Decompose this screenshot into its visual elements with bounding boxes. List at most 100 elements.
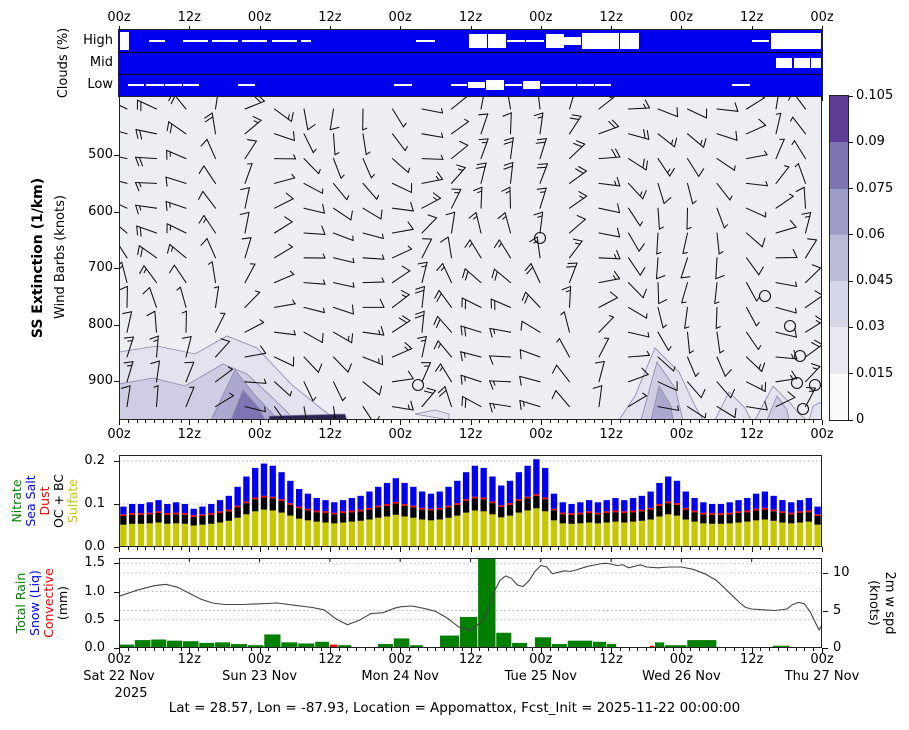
aerosol-bar-segment — [533, 495, 540, 509]
minor-tick — [198, 547, 200, 550]
aerosol-bar-segment — [656, 504, 663, 506]
aerosol-bar-segment — [498, 505, 505, 508]
aerosol-bar-segment — [462, 472, 470, 500]
aerosol-bar-segment — [252, 467, 259, 498]
aerosol-bar-segment — [199, 516, 206, 525]
aerosol-bar-segment — [225, 509, 233, 512]
x-tick-label: 12z — [318, 10, 342, 25]
wind-speed-axis-label-line2: (knots) — [866, 580, 881, 626]
aerosol-bar-segment — [234, 486, 241, 506]
aerosol-bar-segment — [392, 501, 399, 504]
pressure-tick — [114, 155, 119, 156]
minor-tick — [180, 648, 182, 651]
minor-tick — [628, 648, 630, 651]
aerosol-bar-segment — [339, 522, 347, 547]
minor-tick — [532, 547, 533, 550]
aerosol-bar-segment — [735, 500, 742, 512]
aerosol-bar-segment — [796, 522, 804, 547]
aerosol-bar-segment — [471, 496, 479, 499]
x-tick-label: 00z — [810, 652, 834, 667]
aerosol-bar-segment — [392, 514, 399, 547]
minor-tick — [672, 648, 674, 651]
cloud-cover-patch — [271, 40, 297, 42]
minor-tick — [769, 648, 771, 651]
aerosol-bar-segment — [708, 523, 716, 547]
aerosol-bar-segment — [796, 513, 804, 523]
minor-tick — [154, 547, 156, 550]
aerosol-bar-segment — [366, 509, 373, 520]
aerosol-bar-segment — [331, 512, 338, 515]
rain-bar — [772, 645, 790, 648]
aerosol-bar-segment — [480, 511, 487, 547]
minor-tick — [347, 547, 349, 550]
minor-tick — [558, 648, 560, 651]
aerosol-bar-segment — [744, 510, 751, 513]
aerosol-bar-segment — [735, 513, 742, 523]
convective-bar — [649, 645, 655, 648]
aerosol-bar-segment — [585, 500, 593, 512]
aerosol-bar-segment — [568, 513, 575, 515]
colorbar-segment — [830, 234, 848, 282]
clouds-panel — [118, 29, 823, 97]
minor-tick — [716, 420, 718, 423]
minor-tick — [593, 648, 595, 651]
aerosol-bar-segment — [673, 503, 681, 505]
aerosol-bar-segment — [190, 525, 197, 547]
aerosol-bar-segment — [673, 504, 681, 516]
major-tick — [189, 648, 191, 653]
aerosol-bar-segment — [524, 465, 531, 497]
minor-tick — [646, 547, 648, 550]
aerosol-bar-segment — [717, 513, 725, 515]
x-tick-label: 12z — [740, 652, 764, 667]
aerosol-bar-segment — [612, 512, 619, 522]
aerosol-bar-segment — [225, 520, 233, 547]
aerosol-bar-segment — [313, 497, 320, 511]
aerosol-bar-segment — [331, 523, 338, 547]
major-tick — [751, 420, 753, 425]
aerosol-bar-segment — [155, 522, 162, 547]
cloud-cover-patch — [576, 84, 595, 86]
major-tick — [119, 25, 120, 30]
aerosol-bar-segment — [339, 500, 347, 512]
minor-tick — [734, 547, 736, 550]
aerosol-bar-segment — [234, 505, 241, 508]
aerosol-bar-segment — [814, 516, 821, 525]
aerosol-bar-segment — [383, 516, 391, 547]
pressure-tick-label: 800 — [88, 316, 113, 332]
aerosol-bar-segment — [419, 519, 426, 547]
aerosol-bar-segment — [542, 499, 549, 512]
aerosol-legend-oc-bc: OC + BC — [50, 473, 66, 529]
aerosol-bar-segment — [225, 511, 233, 521]
aerosol-bar-segment — [647, 519, 654, 547]
aerosol-bar-segment — [489, 476, 496, 502]
aerosol-bar-segment — [752, 510, 760, 521]
cloud-cover-patch — [540, 83, 558, 87]
rain-bar — [182, 641, 199, 648]
aerosol-bar-segment — [243, 476, 250, 502]
major-tick — [540, 25, 542, 30]
major-tick — [119, 420, 120, 425]
convective-bar — [329, 644, 338, 648]
minor-tick — [786, 420, 788, 423]
aerosol-bar-segment — [515, 472, 522, 500]
minor-tick — [162, 420, 164, 423]
colorbar-tick — [848, 141, 853, 143]
minor-tick — [795, 648, 797, 651]
rain-bar — [119, 644, 135, 648]
colorbar-tick — [848, 419, 853, 421]
aerosol-bar-segment — [234, 507, 241, 518]
minor-tick — [268, 547, 270, 550]
aerosol-bar-segment — [137, 513, 145, 515]
date-label: Sat 22 Nov — [83, 669, 155, 684]
x-tick-label: 00z — [247, 10, 272, 25]
major-tick — [259, 547, 261, 552]
aerosol-bar-segment — [445, 486, 452, 506]
minor-tick — [233, 648, 235, 651]
rain-bar — [281, 642, 298, 648]
year-label: 2025 — [114, 686, 148, 701]
aerosol-bar-segment — [647, 491, 654, 508]
extinction-contour — [714, 391, 752, 420]
aerosol-bar-segment — [164, 514, 171, 524]
pressure-tick-label: 700 — [88, 260, 113, 275]
aerosol-background — [119, 455, 822, 547]
